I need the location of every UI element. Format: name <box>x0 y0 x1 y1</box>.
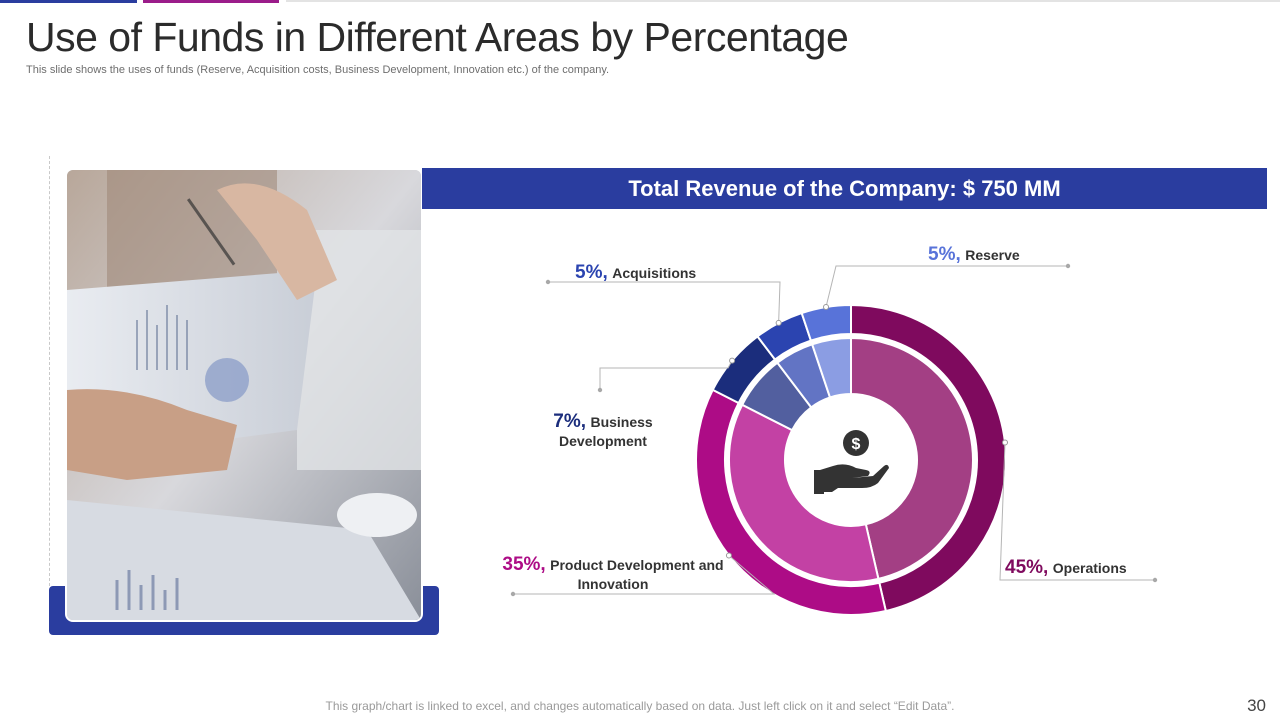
label-operations-pct: 45%, <box>1005 557 1049 578</box>
accent-line-magenta <box>143 0 279 3</box>
label-reserve: 5%, Reserve <box>928 244 1020 266</box>
revenue-banner: Total Revenue of the Company: $ 750 MM <box>422 168 1267 209</box>
svg-text:$: $ <box>852 436 861 453</box>
leader-line-product-development-and-innovation <box>513 555 776 595</box>
leader-anchor-dot <box>1002 439 1009 446</box>
accent-line-grey <box>286 0 1280 2</box>
page-number: 30 <box>1247 696 1266 715</box>
label-business-development: 7%, Business Development <box>530 412 676 451</box>
stock-photo <box>65 168 423 622</box>
leader-line-reserve <box>825 265 1068 308</box>
label-reserve-pct: 5%, <box>928 244 961 265</box>
leader-line-business-development <box>599 360 733 390</box>
dashed-divider <box>49 156 50 586</box>
page-subtitle: This slide shows the uses of funds (Rese… <box>26 64 610 76</box>
leader-end-dot <box>545 279 551 285</box>
label-business-development-pct: 7%, <box>553 411 587 432</box>
label-product-development-name2: Innovation <box>577 576 649 592</box>
label-business-development-name2: Development <box>559 433 647 449</box>
accent-line-blue <box>0 0 137 3</box>
label-acquisitions: 5%, Acquisitions <box>575 262 696 284</box>
label-acquisitions-name: Acquisitions <box>612 265 697 281</box>
donut-hole <box>785 394 917 526</box>
page-title: Use of Funds in Different Areas by Perce… <box>26 14 849 60</box>
footer-note: This graph/chart is linked to excel, and… <box>325 699 955 713</box>
leader-end-dot <box>510 591 516 597</box>
slice-outer-reserve <box>800 303 852 342</box>
hand-holding-dollar-icon: $ <box>814 430 889 494</box>
leader-anchor-dot <box>729 357 736 364</box>
leader-end-dot <box>1065 263 1071 269</box>
leader-anchor-dot <box>823 304 830 311</box>
label-product-development-pct: 35%, <box>502 554 546 575</box>
label-business-development-name1: Business <box>590 414 653 430</box>
label-operations-name: Operations <box>1052 560 1127 576</box>
label-product-development: 35%, Product Development and Innovation <box>490 555 736 594</box>
label-reserve-name: Reserve <box>965 247 1020 263</box>
leader-line-acquisitions <box>548 281 781 323</box>
leader-anchor-dot <box>775 319 782 326</box>
label-operations: 45%, Operations <box>1005 557 1127 579</box>
leader-line-operations <box>999 442 1155 581</box>
leader-anchor-dot <box>725 552 732 559</box>
label-product-development-name1: Product Development and <box>550 557 724 573</box>
leader-end-dot <box>597 387 603 393</box>
label-acquisitions-pct: 5%, <box>575 262 608 283</box>
leader-end-dot <box>1152 577 1158 583</box>
